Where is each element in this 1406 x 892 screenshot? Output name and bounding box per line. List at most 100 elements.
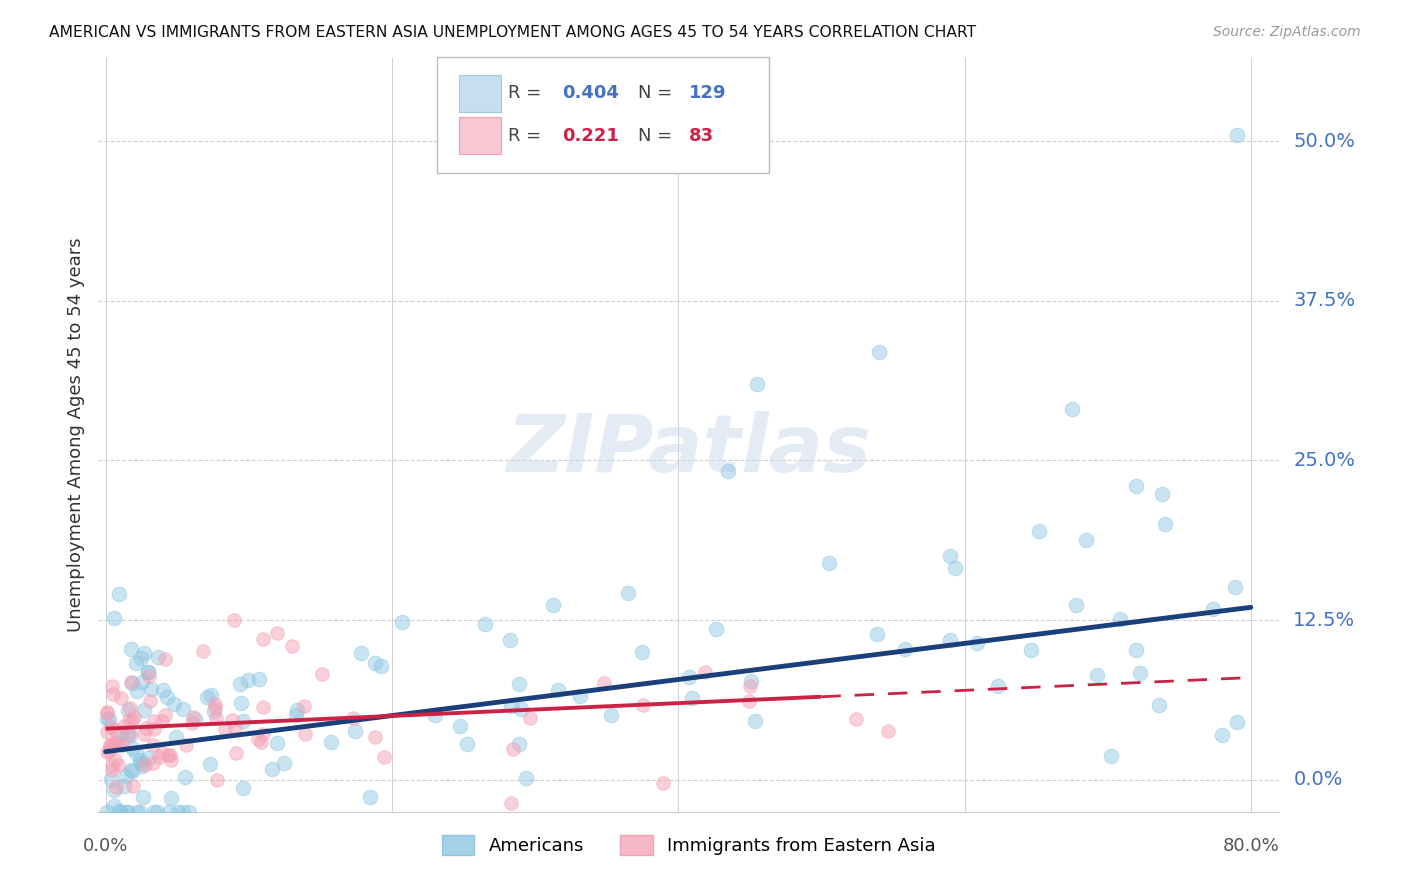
Point xyxy=(868,344,890,359)
Point xyxy=(127,805,149,819)
Point xyxy=(738,694,761,708)
Point xyxy=(508,737,530,751)
Point xyxy=(115,805,138,819)
Point xyxy=(198,756,221,771)
Point xyxy=(1147,698,1170,712)
Point xyxy=(1225,128,1247,142)
Point xyxy=(502,742,524,756)
Point xyxy=(179,805,201,819)
Point xyxy=(107,758,129,772)
Point xyxy=(817,556,839,570)
Text: AMERICAN VS IMMIGRANTS FROM EASTERN ASIA UNEMPLOYMENT AMONG AGES 45 TO 54 YEARS : AMERICAN VS IMMIGRANTS FROM EASTERN ASIA… xyxy=(49,25,976,40)
Point xyxy=(1060,402,1083,417)
Point xyxy=(153,708,176,723)
Point xyxy=(96,713,118,727)
Point xyxy=(136,751,159,765)
Point xyxy=(204,700,226,714)
Point xyxy=(146,650,169,665)
Point xyxy=(148,750,170,764)
Point xyxy=(501,699,523,714)
Point xyxy=(183,712,205,726)
Point xyxy=(1099,748,1122,763)
Point xyxy=(118,713,141,727)
Point xyxy=(142,756,165,770)
Point xyxy=(153,651,176,665)
Point xyxy=(631,698,654,713)
Point xyxy=(678,670,700,684)
Point xyxy=(695,665,717,679)
Point xyxy=(894,641,917,656)
Point xyxy=(1064,599,1087,613)
Point xyxy=(110,691,132,706)
Point xyxy=(138,669,160,683)
Point xyxy=(118,727,141,741)
Point xyxy=(132,703,155,717)
Point xyxy=(111,738,134,752)
Point xyxy=(101,764,124,778)
Text: 50.0%: 50.0% xyxy=(1294,131,1355,151)
Point xyxy=(238,673,260,688)
Point xyxy=(391,615,413,629)
Point xyxy=(1223,580,1246,594)
FancyBboxPatch shape xyxy=(458,117,501,153)
Point xyxy=(987,679,1010,693)
Point xyxy=(225,746,247,760)
Point xyxy=(167,805,190,819)
Point xyxy=(547,682,569,697)
Point xyxy=(1076,533,1098,547)
Point xyxy=(181,715,204,730)
Point xyxy=(1109,612,1132,626)
Point xyxy=(122,710,145,724)
Point xyxy=(97,713,120,727)
Text: 0.404: 0.404 xyxy=(562,85,620,103)
Point xyxy=(156,690,179,704)
Point xyxy=(103,783,125,797)
Point xyxy=(681,691,703,706)
Point xyxy=(939,549,962,564)
Point xyxy=(363,730,385,744)
Point xyxy=(157,805,180,819)
Text: 80.0%: 80.0% xyxy=(1222,837,1279,855)
Point xyxy=(129,756,152,771)
Point xyxy=(110,725,132,739)
Point xyxy=(103,737,125,751)
Point xyxy=(98,743,121,757)
FancyBboxPatch shape xyxy=(437,57,769,173)
Point xyxy=(1125,479,1147,493)
Point xyxy=(344,723,367,738)
Point xyxy=(112,719,135,733)
Point xyxy=(284,708,307,723)
Point xyxy=(152,682,174,697)
Point xyxy=(449,718,471,732)
Point xyxy=(359,789,381,804)
Point xyxy=(232,781,254,796)
Text: N =: N = xyxy=(638,127,672,145)
Point xyxy=(115,769,138,783)
Point xyxy=(1129,665,1152,680)
Point xyxy=(519,711,541,725)
Point xyxy=(319,735,342,749)
Point xyxy=(100,772,122,786)
Point xyxy=(108,737,131,751)
Point xyxy=(499,633,522,648)
Point xyxy=(292,699,315,714)
Point xyxy=(115,727,138,741)
Point xyxy=(260,762,283,776)
Text: 37.5%: 37.5% xyxy=(1294,291,1355,310)
Point xyxy=(1202,602,1225,616)
Point xyxy=(150,747,173,761)
Point xyxy=(266,625,288,640)
Point xyxy=(125,657,148,671)
Point xyxy=(1211,728,1233,742)
Point xyxy=(541,598,564,612)
Point xyxy=(866,627,889,641)
Point xyxy=(142,739,165,753)
Point xyxy=(131,674,153,689)
Point xyxy=(221,713,243,727)
Point xyxy=(134,646,156,660)
Point xyxy=(214,722,236,736)
Point xyxy=(845,712,868,726)
Point xyxy=(174,770,197,784)
Point xyxy=(172,805,194,819)
Point xyxy=(229,677,252,691)
